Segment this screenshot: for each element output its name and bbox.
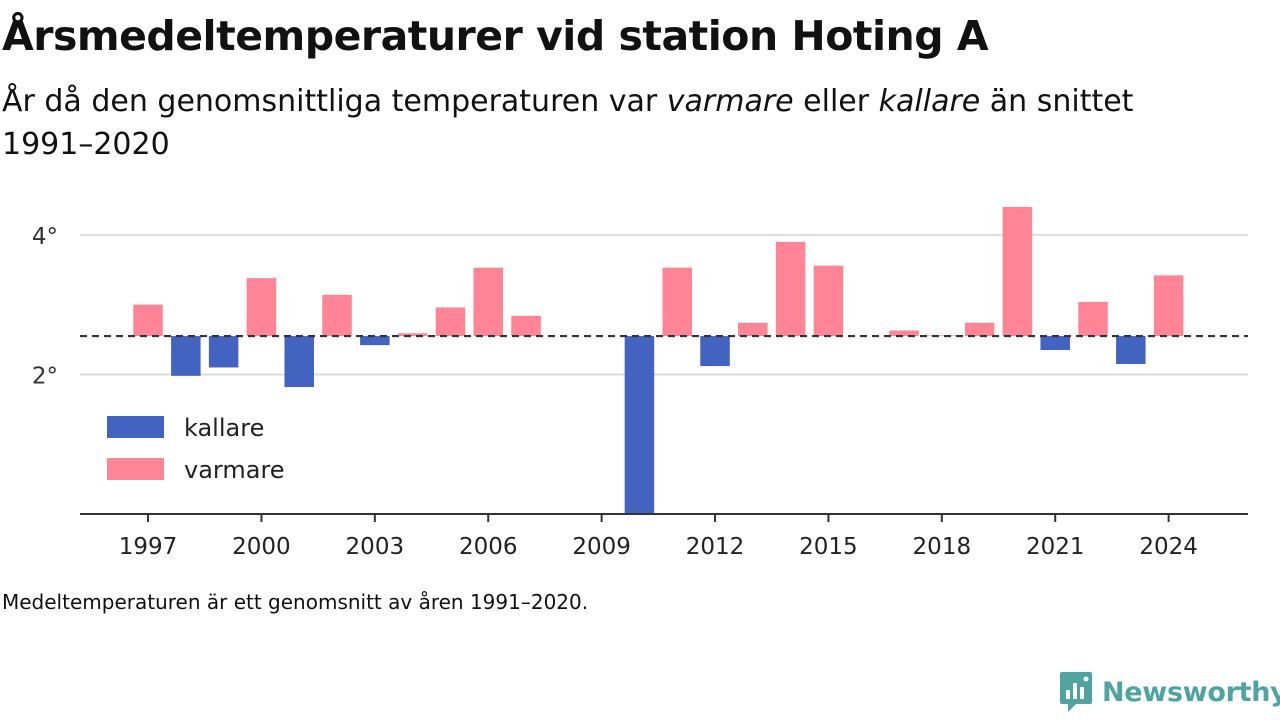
bar-1999 xyxy=(208,336,239,368)
bar-2010 xyxy=(624,336,655,514)
bar-2005 xyxy=(435,307,466,337)
x-tick-label: 2012 xyxy=(686,534,745,560)
chart-subtitle: År då den genomsnittliga temperaturen va… xyxy=(2,80,1202,166)
y-axis-labels: 2° 4° xyxy=(32,224,58,390)
x-tick-label: 2018 xyxy=(913,534,972,560)
bars xyxy=(133,206,1184,514)
bar-chart: 1997 2000 2003 2006 2009 2012 2015 2018 2021 2024… xyxy=(32,206,1248,560)
bar-2017 xyxy=(889,330,919,337)
bar-2018 xyxy=(927,335,957,337)
bar-2020 xyxy=(1002,206,1033,337)
legend-label-warm: varmare xyxy=(184,456,285,484)
x-tick-label: 2003 xyxy=(346,534,405,560)
bar-2022 xyxy=(1078,301,1108,337)
chart-title: Årsmedeltemperaturer vid station Hoting … xyxy=(2,12,989,60)
subtitle-part2: eller xyxy=(793,84,879,119)
bar-2006 xyxy=(473,267,503,337)
x-axis: 1997 2000 2003 2006 2009 2012 2015 2018 2021 2024 xyxy=(80,513,1248,560)
x-tick-label: 2021 xyxy=(1026,534,1085,560)
footnote: Medeltemperaturen är ett genomsnitt av å… xyxy=(2,590,589,614)
bar-2003 xyxy=(360,336,390,346)
newsworthy-logo-icon xyxy=(1060,672,1092,712)
x-tick-label: 2000 xyxy=(232,534,291,560)
x-tick-label: 2015 xyxy=(799,534,858,560)
grid-lines xyxy=(80,233,1248,376)
subtitle-part1: År då den genomsnittliga temperaturen va… xyxy=(2,84,667,119)
x-tick-label: 2006 xyxy=(459,534,518,560)
bar-2007 xyxy=(511,315,541,337)
bar-2001 xyxy=(284,336,314,388)
y-tick-label: 4° xyxy=(32,224,58,250)
legend-swatch-warm xyxy=(107,458,164,480)
bar-2004 xyxy=(397,333,428,337)
bar-2011 xyxy=(662,267,692,337)
legend-label-cold: kallare xyxy=(184,414,264,442)
subtitle-part3: än snittet 1991–2020 xyxy=(2,84,1134,162)
x-tick-label: 2024 xyxy=(1139,534,1198,560)
x-tick-label: 1997 xyxy=(119,534,178,560)
subtitle-cold-word: kallare xyxy=(878,84,981,119)
bar-2002 xyxy=(322,294,352,337)
bar-2014 xyxy=(775,241,806,337)
newsworthy-logo: Newsworthy xyxy=(1058,670,1280,714)
bar-2019 xyxy=(964,322,995,337)
legend-swatch-cold xyxy=(107,416,164,438)
bar-2013 xyxy=(738,322,768,337)
bar-2023 xyxy=(1116,336,1146,364)
subtitle-warm-word: varmare xyxy=(666,84,794,119)
bar-2012 xyxy=(700,336,730,367)
bar-2015 xyxy=(813,265,844,337)
bar-1997 xyxy=(133,304,163,337)
brand-name: Newsworthy xyxy=(1102,676,1280,708)
legend: kallare varmare xyxy=(107,414,285,484)
bar-1998 xyxy=(171,336,201,376)
bar-2021 xyxy=(1040,336,1070,351)
bar-2024 xyxy=(1153,275,1184,337)
y-tick-label: 2° xyxy=(32,363,58,389)
x-tick-label: 2009 xyxy=(572,534,631,560)
bar-2000 xyxy=(246,278,277,337)
